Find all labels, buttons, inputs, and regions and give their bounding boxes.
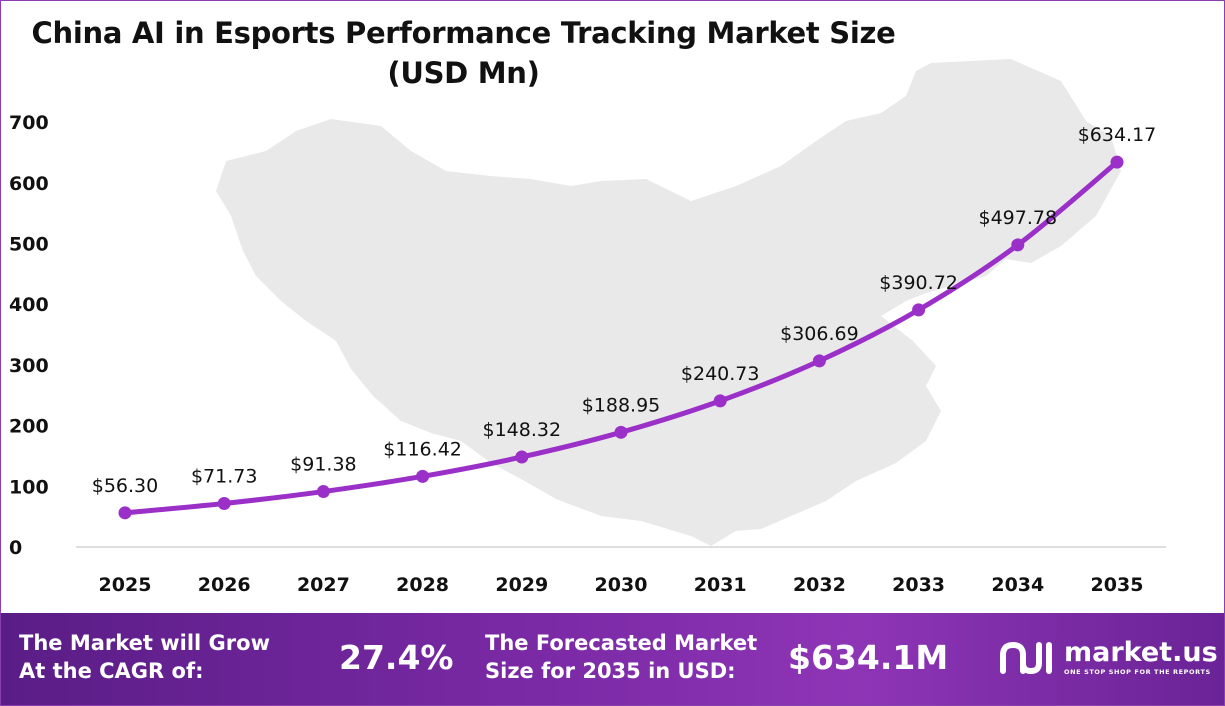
data-label: $71.73 [191,465,257,487]
x-tick-label: 2030 [595,574,648,596]
data-point [912,303,926,317]
x-tick-label: 2025 [99,574,152,596]
data-point [217,496,231,510]
data-label: $56.30 [92,475,158,497]
data-point [515,450,529,464]
brand-tagline: ONE STOP SHOP FOR THE REPORTS [1064,668,1211,676]
x-tick-label: 2028 [396,574,449,596]
forecast-label-line1: The Forecasted Market [485,631,758,655]
forecast-value: $634.1M [788,638,949,677]
data-label: $240.73 [681,363,760,385]
data-point [1110,155,1124,169]
data-label: $390.72 [879,272,958,294]
cagr-label-line1: The Market will Grow [19,631,270,655]
y-tick-label: 700 [9,112,49,134]
y-tick-label: 100 [9,476,49,498]
x-tick-label: 2031 [694,574,747,596]
chart-title-line: China AI in Esports Performance Tracking… [31,16,896,50]
data-point [416,469,430,483]
forecast-label: The Forecasted Market Size for 2035 in U… [485,629,757,685]
y-tick-label: 400 [9,294,49,316]
data-point [118,506,132,520]
chart-subtitle: (USD Mn) [387,56,540,90]
china-map-silhouette [216,59,1121,546]
data-point [1011,238,1025,252]
data-label: $188.95 [582,394,661,416]
y-tick-label: 0 [9,537,22,559]
data-label: $91.38 [290,454,356,476]
data-labels: $56.30 $71.73 $91.38 $116.42 $148.32 $188.95 $… [92,124,1157,497]
y-tick-label: 500 [9,234,49,256]
cagr-value: 27.4% [339,638,454,677]
x-axis: 2025 2026 2027 2028 2029 2030 2031 2032 2033 2034… [99,574,1144,596]
data-point [812,354,826,368]
cagr-label: The Market will Grow At the CAGR of: [19,629,270,685]
data-points [118,155,1124,520]
data-label: $634.17 [1078,124,1157,146]
chart-title: China AI in Esports Performance Tracking… [1,13,926,93]
cagr-label-line2: At the CAGR of: [19,659,204,683]
data-label: $497.78 [979,207,1058,229]
x-tick-label: 2026 [198,574,251,596]
x-tick-label: 2034 [991,574,1044,596]
forecast-label-line2: Size for 2035 in USD: [485,659,736,683]
x-tick-label: 2033 [892,574,945,596]
data-point [316,485,330,499]
data-point [713,394,727,408]
x-tick-label: 2032 [793,574,846,596]
y-axis: 0 100 200 300 400 500 600 700 [9,112,49,559]
data-label: $306.69 [780,323,859,345]
data-label: $148.32 [483,419,562,441]
x-tick-label: 2027 [297,574,350,596]
y-tick-label: 300 [9,355,49,377]
brand-name: market.us [1064,637,1218,668]
x-tick-label: 2035 [1091,574,1144,596]
y-tick-label: 600 [9,173,49,195]
y-tick-label: 200 [9,416,49,438]
data-label: $116.42 [383,438,462,460]
x-tick-label: 2029 [495,574,548,596]
market-us-logo-icon [1000,641,1052,675]
data-point [614,425,628,439]
